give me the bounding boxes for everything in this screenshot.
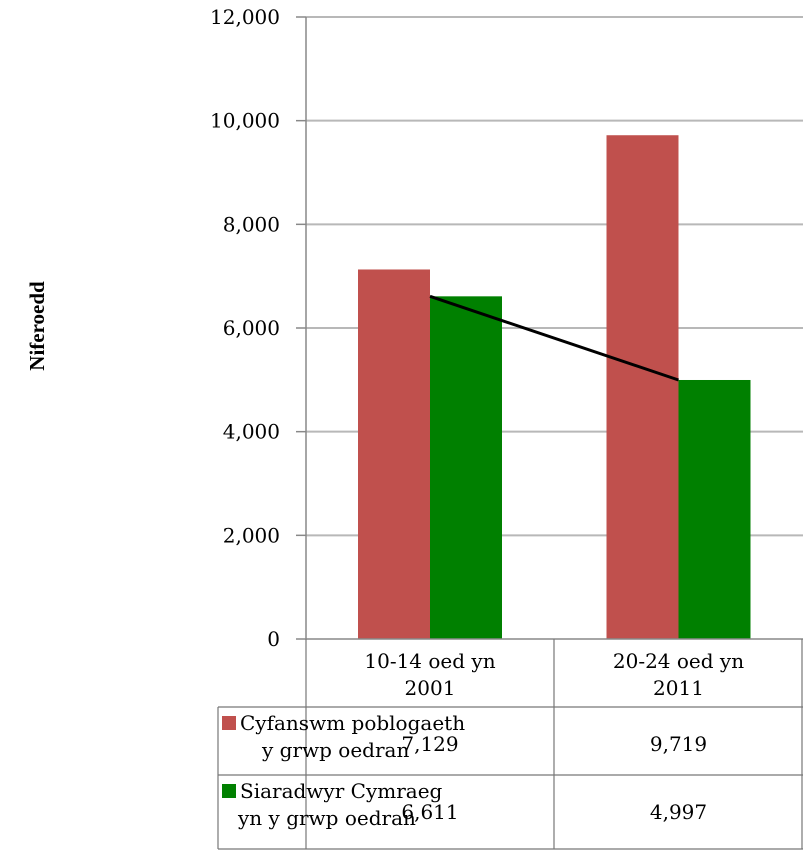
y-axis-label: Niferoedd xyxy=(25,281,49,371)
legend-swatch xyxy=(222,784,236,798)
category-label: 20-24 oed yn xyxy=(613,649,744,673)
y-tick-label: 2,000 xyxy=(223,523,280,547)
bar-total-population-0 xyxy=(358,269,430,639)
category-label: 10-14 oed yn xyxy=(364,649,495,673)
data-table: 10-14 oed yn 2001 20-24 oed yn 2011 Cyfanswm… xyxy=(217,639,803,850)
legend-swatch xyxy=(222,716,236,730)
legend-label: Siaradwyr Cymraeg xyxy=(240,779,443,803)
legend-label: y grwp oedran xyxy=(261,738,409,762)
bar-welsh-speakers-0 xyxy=(430,296,502,639)
table-value: 7,129 xyxy=(401,732,458,756)
bar-welsh-speakers-1 xyxy=(678,379,751,639)
table-value: 4,997 xyxy=(650,800,707,824)
y-tick-label: 12,000 xyxy=(210,5,280,29)
trend-line xyxy=(429,294,679,382)
legend-label: yn y grwp oedran xyxy=(237,806,416,830)
axes: 0 2,000 4,000 6,000 8,000 10,000 12,000 xyxy=(210,5,803,651)
bars xyxy=(358,135,751,640)
category-label: 2011 xyxy=(653,676,704,700)
table-value: 9,719 xyxy=(650,732,707,756)
category-label: 2001 xyxy=(405,676,456,700)
y-tick-label: 6,000 xyxy=(223,316,280,340)
y-tick-label: 4,000 xyxy=(223,420,280,444)
y-tick-label: 10,000 xyxy=(210,109,280,133)
y-tick-label: 0 xyxy=(267,627,280,651)
bar-total-population-1 xyxy=(606,135,679,640)
legend-label: Cyfanswm poblogaeth xyxy=(240,711,465,735)
y-tick-label: 8,000 xyxy=(223,212,280,236)
table-value: 6,611 xyxy=(401,800,458,824)
